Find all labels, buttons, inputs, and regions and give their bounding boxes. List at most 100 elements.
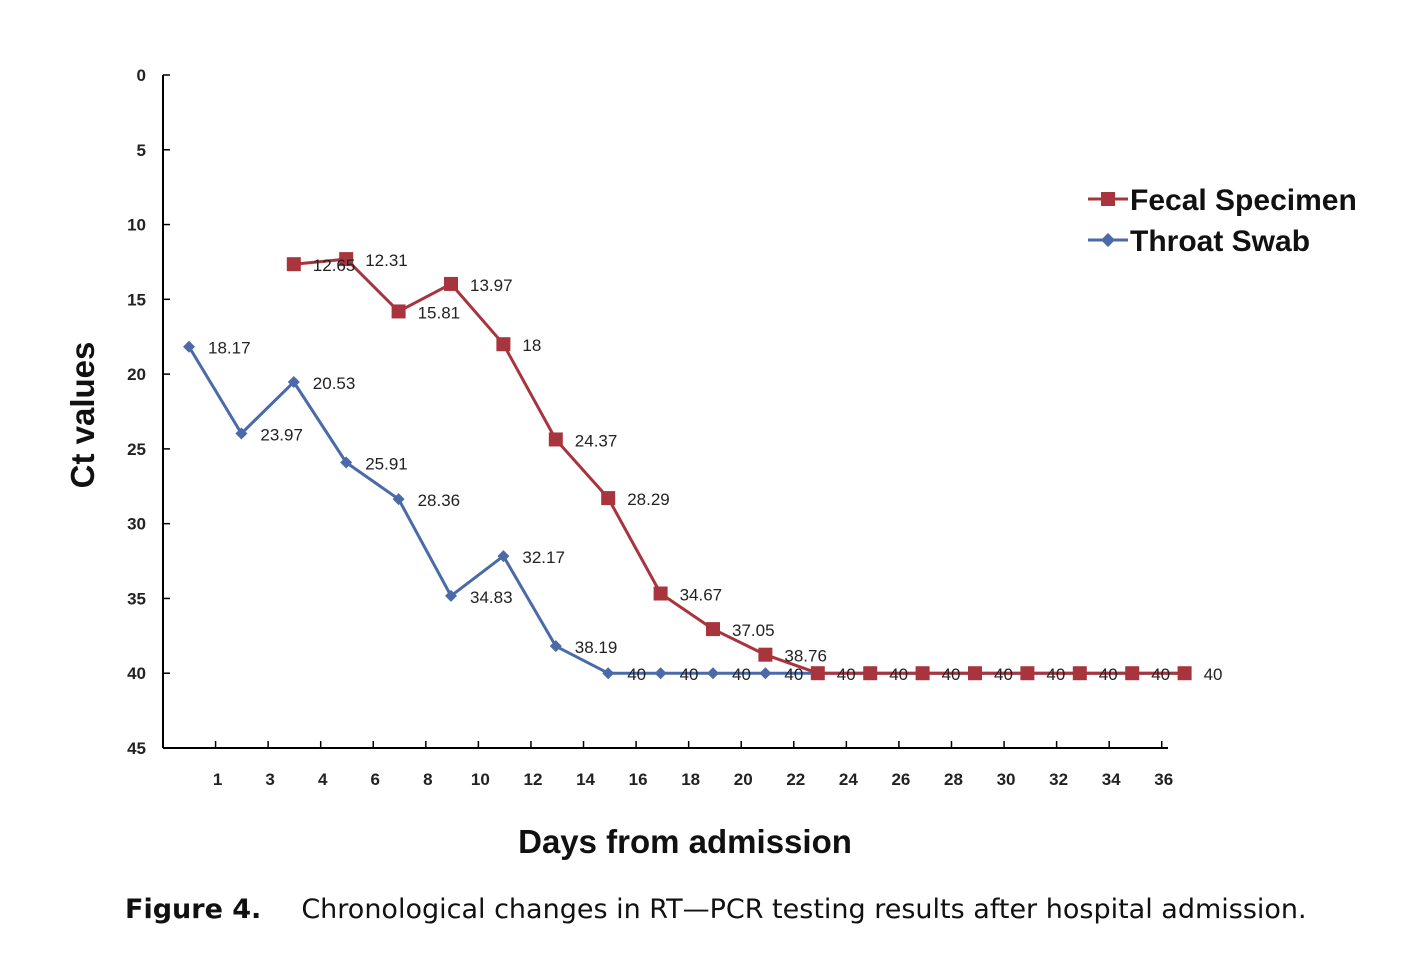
- y-tick-label: 5: [137, 141, 146, 160]
- fecal-specimen-point: [1125, 666, 1140, 681]
- legend-throat-label: Throat Swab: [1130, 225, 1310, 258]
- fecal-specimen-point: [1072, 666, 1087, 681]
- x-axis-title: Days from admission: [518, 823, 852, 860]
- fecal-specimen-data-label: 40: [1099, 665, 1118, 684]
- throat-swab-point: [287, 376, 300, 389]
- fecal-specimen-point: [339, 252, 354, 267]
- fecal-specimen-data-label: 34.67: [680, 586, 723, 605]
- fecal-specimen-data-label: 13.97: [470, 276, 513, 295]
- throat-swab-data-label: 20.53: [313, 374, 356, 393]
- x-tick-label: 22: [786, 770, 805, 789]
- fecal-specimen-point: [706, 622, 720, 637]
- x-tick-label: 32: [1049, 770, 1068, 789]
- series-layer: [183, 252, 1192, 681]
- fecal-specimen-point: [863, 666, 878, 681]
- fecal-specimen-point: [653, 586, 668, 601]
- fecal-specimen-data-label: 12.65: [313, 256, 356, 275]
- x-tick-label: 4: [318, 770, 328, 789]
- fecal-specimen-data-label: 40: [837, 665, 856, 684]
- fecal-specimen-point: [601, 491, 616, 506]
- x-tick-label: 1: [213, 770, 222, 789]
- throat-swab-data-label: 25.91: [365, 454, 408, 473]
- legend-fecal-label: Fecal Specimen: [1130, 184, 1357, 217]
- fecal-specimen-point: [286, 257, 301, 272]
- figure-label: Figure 4.: [125, 894, 262, 925]
- legend-throat-marker: [1101, 233, 1115, 247]
- x-tick-label: 28: [944, 770, 963, 789]
- x-tick-label: 16: [629, 770, 648, 789]
- x-tick-label: 26: [891, 770, 910, 789]
- fecal-specimen-point: [758, 647, 773, 662]
- throat-swab-data-label: 40: [627, 665, 646, 684]
- y-tick-label: 25: [127, 440, 146, 459]
- fecal-specimen-data-label: 38.76: [784, 647, 827, 666]
- x-tick-label: 8: [423, 770, 432, 789]
- x-tick-label: 30: [997, 770, 1016, 789]
- throat-swab-point: [445, 589, 457, 602]
- legend: Fecal Specimen Throat Swab: [1088, 184, 1357, 258]
- throat-swab-data-label: 28.36: [418, 491, 461, 510]
- y-tick-label: 35: [127, 589, 146, 608]
- y-axis-ticks: 0 5 10 15 20 25 30 35 40 45: [127, 66, 170, 758]
- fecal-specimen-point: [1177, 666, 1192, 681]
- fecal-specimen-point: [810, 666, 825, 681]
- throat-swab-point: [707, 667, 719, 680]
- y-tick-label: 10: [127, 216, 146, 235]
- throat-swab-data-label: 34.83: [470, 588, 513, 607]
- fecal-specimen-data-label: 40: [1046, 665, 1065, 684]
- x-tick-label: 20: [734, 770, 753, 789]
- x-tick-label: 36: [1154, 770, 1173, 789]
- fecal-specimen-point: [496, 337, 511, 352]
- data-labels: 18.17 23.97 20.53 25.91 28.36 34.83 32.17 38.19…: [208, 251, 1223, 684]
- throat-swab-data-label: 40: [732, 665, 751, 684]
- figure-caption-text: Chronological changes in RT—PCR testing …: [301, 894, 1307, 925]
- fecal-specimen-point: [915, 666, 930, 681]
- x-tick-label: 6: [371, 770, 380, 789]
- fecal-specimen-data-label: 15.81: [418, 303, 461, 322]
- fecal-specimen-data-label: 40: [1151, 665, 1170, 684]
- x-tick-label: 24: [839, 770, 858, 789]
- throat-swab-point: [497, 550, 510, 563]
- fecal-specimen-point: [1020, 666, 1035, 681]
- throat-swab-point: [183, 340, 195, 353]
- x-tick-label: 10: [471, 770, 490, 789]
- fecal-specimen-point: [444, 276, 458, 291]
- throat-swab-point: [392, 493, 405, 506]
- x-tick-label: 3: [265, 770, 274, 789]
- throat-swab-point: [549, 640, 562, 653]
- fecal-specimen-data-label: 37.05: [732, 621, 775, 640]
- fecal-specimen-data-label: 12.31: [365, 251, 408, 270]
- y-tick-label: 45: [127, 739, 146, 758]
- y-tick-label: 40: [127, 664, 146, 683]
- x-tick-label: 18: [681, 770, 700, 789]
- throat-swab-point: [602, 667, 615, 680]
- throat-swab-point: [340, 456, 353, 469]
- throat-swab-point: [654, 667, 667, 680]
- throat-swab-data-label: 40: [680, 665, 699, 684]
- x-tick-label: 34: [1102, 770, 1121, 789]
- throat-swab-data-label: 23.97: [260, 425, 303, 444]
- throat-swab-data-label: 32.17: [522, 548, 565, 567]
- throat-swab-data-label: 40: [784, 665, 803, 684]
- fecal-specimen-point: [391, 304, 406, 319]
- fecal-specimen-data-label: 40: [1204, 665, 1223, 684]
- y-tick-label: 0: [137, 66, 146, 85]
- x-axis-ticks: 1 3 4 6 8 10 12 14 16 18 20 22 24 26 28 30 32 34 36: [162, 741, 1173, 789]
- fecal-specimen-data-label: 40: [889, 665, 908, 684]
- throat-swab-data-label: 18.17: [208, 339, 251, 358]
- fecal-specimen-data-label: 40: [994, 665, 1013, 684]
- y-tick-label: 20: [127, 365, 146, 384]
- y-axis-title: Ct values: [64, 342, 101, 489]
- throat-swab-line: [187, 345, 1185, 675]
- fecal-specimen-data-label: 18: [522, 336, 541, 355]
- throat-swab-data-label: 38.19: [575, 638, 618, 657]
- y-tick-label: 30: [127, 515, 146, 534]
- fecal-specimen-data-label: 40: [942, 665, 961, 684]
- legend-fecal-marker: [1101, 192, 1115, 206]
- figure-caption: Figure 4. Chronological changes in RT—PCR…: [125, 894, 1307, 925]
- fecal-specimen-point: [968, 666, 982, 681]
- fecal-specimen-point: [548, 432, 563, 447]
- x-tick-label: 14: [576, 770, 595, 789]
- fecal-specimen-data-label: 28.29: [627, 490, 670, 509]
